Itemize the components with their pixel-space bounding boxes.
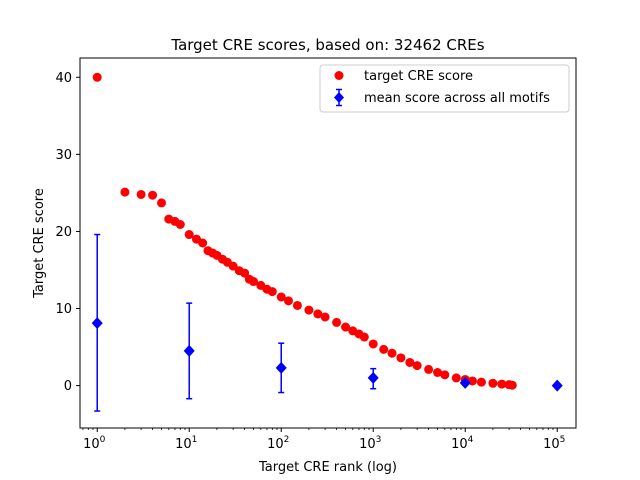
score-point: [120, 187, 130, 197]
mean-point: [367, 371, 379, 384]
legend-marker-score: [334, 71, 344, 80]
legend-box: [319, 64, 570, 113]
legend-label-mean: mean score across all motifs: [364, 91, 550, 106]
mean-point: [183, 344, 195, 357]
score-point: [184, 230, 194, 240]
score-point: [276, 292, 286, 302]
x-axis-label: Target CRE rank (log): [258, 460, 397, 475]
score-point: [387, 348, 397, 358]
score-point: [396, 353, 406, 363]
legend: target CRE score mean score across all mo…: [319, 64, 570, 113]
score-point: [332, 317, 342, 327]
score-point: [320, 312, 330, 322]
x-tick-label: 104: [451, 435, 474, 452]
score-point: [240, 268, 250, 278]
score-point: [476, 377, 486, 387]
x-tick-label: 105: [543, 435, 565, 452]
score-point: [313, 309, 323, 319]
y-tick-label: 0: [64, 379, 72, 394]
y-axis: 0 10 20 30 40: [55, 71, 80, 394]
score-point: [249, 277, 259, 287]
plot-area: [91, 72, 563, 412]
mean-point: [551, 379, 563, 392]
score-point: [148, 190, 158, 200]
mean-point: [459, 376, 471, 389]
score-point: [157, 198, 167, 208]
score-point: [292, 300, 302, 310]
score-point: [488, 378, 498, 388]
score-point: [440, 370, 450, 380]
score-point: [405, 357, 415, 367]
score-point: [341, 322, 351, 332]
score-point: [284, 296, 294, 306]
chart-title: Target CRE scores, based on: 32462 CREs: [170, 36, 484, 54]
legend-label-score: target CRE score: [364, 69, 473, 84]
score-point: [379, 344, 389, 354]
y-tick-label: 10: [55, 302, 72, 317]
mean-point: [91, 317, 103, 330]
score-point: [412, 361, 422, 371]
x-tick-label: 100: [83, 435, 106, 452]
score-point: [304, 305, 314, 315]
x-axis: 100 101 102 103 104 105: [82, 428, 565, 452]
y-tick-label: 40: [55, 71, 72, 86]
y-tick-label: 30: [55, 148, 72, 163]
score-point: [198, 238, 208, 248]
score-point: [368, 339, 378, 349]
score-point: [507, 380, 517, 390]
mean-point: [275, 361, 287, 374]
legend-marker-mean: [334, 92, 344, 103]
score-point: [92, 72, 102, 82]
x-tick-label: 101: [175, 435, 197, 452]
score-point: [228, 261, 238, 271]
score-point: [175, 220, 185, 229]
score-point: [424, 364, 434, 374]
y-tick-label: 20: [55, 225, 72, 240]
x-tick-label: 102: [267, 435, 289, 452]
plot-frame: [79, 57, 577, 429]
score-point: [451, 373, 461, 383]
score-point: [136, 189, 146, 199]
score-point: [267, 287, 277, 297]
score-point: [433, 368, 443, 377]
score-point: [359, 332, 369, 342]
x-tick-label: 103: [359, 435, 381, 452]
score-point: [497, 379, 507, 389]
y-axis-label: Target CRE score: [32, 188, 47, 299]
